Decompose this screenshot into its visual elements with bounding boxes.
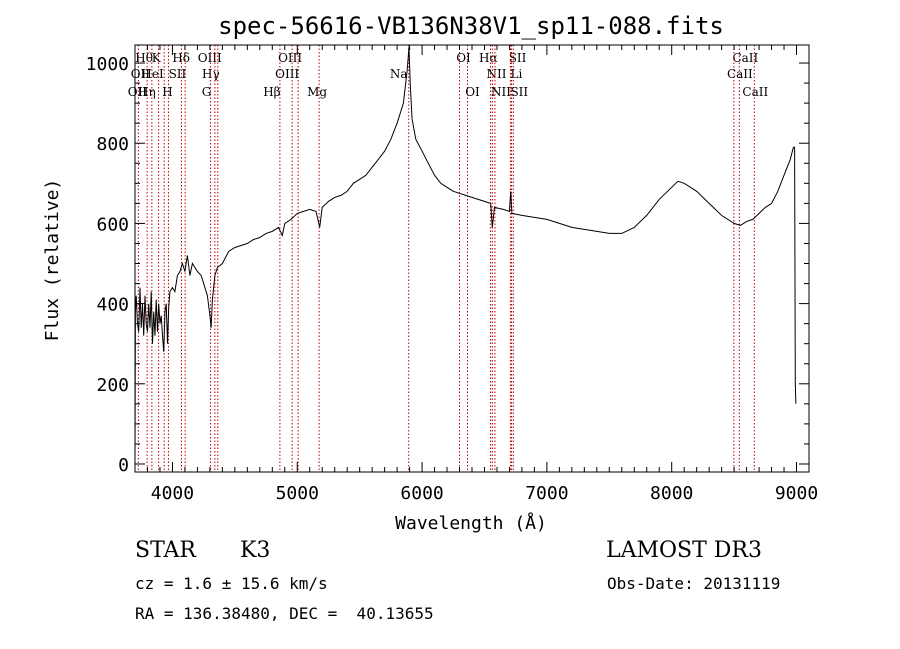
line-marker-label: OI — [456, 51, 471, 65]
x-tick-label: 6000 — [400, 483, 443, 504]
line-marker-label: OIII — [278, 51, 302, 65]
line-marker-label: OII — [131, 67, 151, 81]
x-tick-label: 8000 — [650, 483, 693, 504]
line-marker-label: Hδ — [172, 51, 190, 65]
line-marker-label: OI — [465, 85, 480, 99]
line-marker-label: NII — [486, 67, 506, 81]
y-tick-label: 0 — [118, 455, 129, 476]
survey-name: LAMOST DR3 — [606, 538, 762, 563]
observation-date: Obs-Date: 20131119 — [607, 574, 781, 593]
line-marker-label: OII — [128, 85, 148, 99]
line-marker-label: SII — [510, 85, 528, 99]
line-marker-label: CaII — [727, 67, 753, 81]
line-marker-label: Na — [390, 67, 408, 81]
line-marker-label: Hα — [479, 51, 498, 65]
x-tick-label: 5000 — [276, 483, 319, 504]
line-marker-label: Li — [511, 67, 523, 81]
x-tick-label: 9000 — [775, 483, 818, 504]
line-marker-label: H — [162, 85, 172, 99]
redshift-cz: cz = 1.6 ± 15.6 km/s — [135, 574, 328, 593]
ra-dec: RA = 136.38480, DEC = 40.13655 — [135, 604, 434, 623]
y-tick-label: 1000 — [86, 54, 129, 75]
y-axis-label: Flux (relative) — [42, 179, 63, 342]
line-marker-label: Hθ — [135, 51, 153, 65]
line-marker-label: K — [152, 51, 162, 65]
line-marker-label: Hη — [138, 85, 156, 99]
y-tick-label: 200 — [96, 375, 129, 396]
line-marker-label: SII — [169, 67, 187, 81]
line-marker-label: NII — [491, 85, 511, 99]
line-marker-label: CaII — [732, 51, 758, 65]
object-class: STAR — [135, 538, 196, 563]
x-axis-label: Wavelength (Å) — [395, 512, 547, 534]
line-marker-label: SII — [509, 51, 527, 65]
line-marker-label: Hβ — [263, 85, 280, 99]
y-tick-label: 400 — [96, 295, 129, 316]
line-marker-label: Mg — [307, 85, 327, 99]
y-tick-label: 600 — [96, 214, 129, 235]
line-marker-label: CaII — [742, 85, 768, 99]
x-tick-label: 7000 — [525, 483, 568, 504]
line-marker-label: G — [202, 85, 212, 99]
y-axis-ticks: 0 200 400 600 800 1000 — [86, 54, 809, 476]
line-marker-label: HeI — [141, 67, 164, 81]
line-marker-label: OIII — [198, 51, 222, 65]
object-subclass: K3 — [240, 538, 271, 563]
x-axis-ticks: 4000 5000 6000 7000 8000 9000 — [134, 45, 818, 504]
plot-frame — [134, 44, 810, 473]
x-tick-label: 4000 — [151, 483, 194, 504]
spectrum-line — [134, 46, 797, 465]
chart-title: spec-56616-VB136N38V1_sp11-088.fits — [218, 12, 724, 40]
line-marker-label: OIII — [275, 67, 299, 81]
y-tick-label: 800 — [96, 134, 129, 155]
